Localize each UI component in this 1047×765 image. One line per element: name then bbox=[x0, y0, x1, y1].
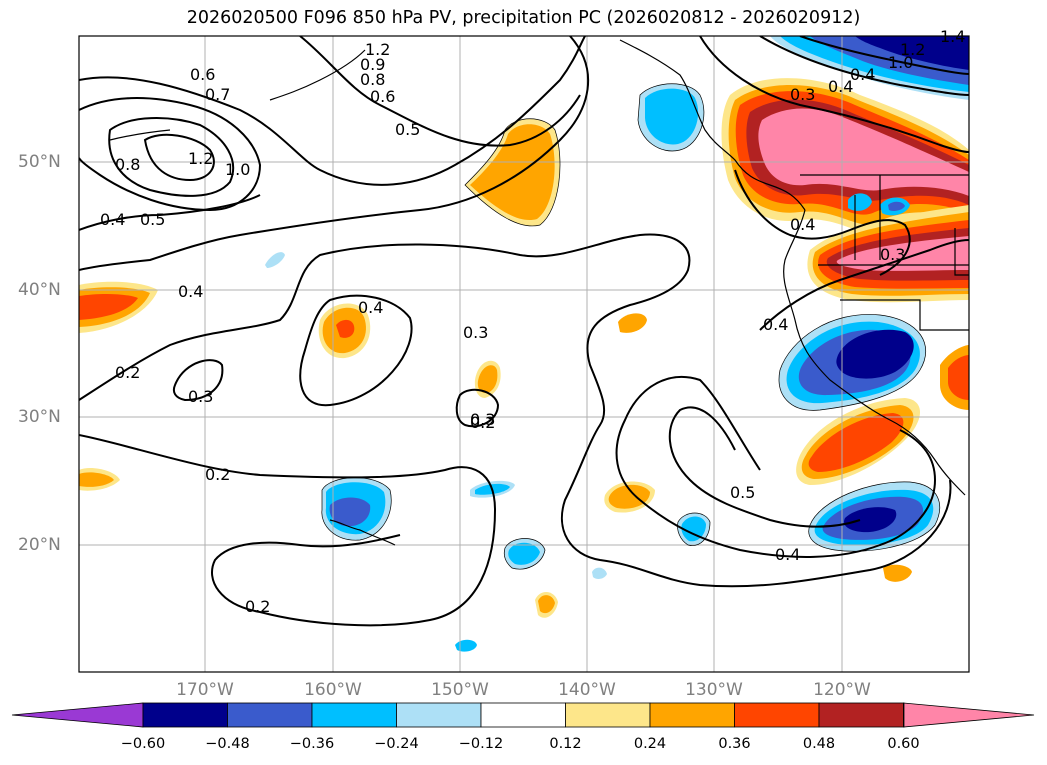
colorbar-bin bbox=[396, 702, 482, 728]
contour-label: 0.3 bbox=[188, 387, 213, 406]
contour-label: 0.4 bbox=[763, 315, 788, 334]
grid-lines bbox=[79, 36, 969, 672]
lat-label: 40°N bbox=[18, 280, 61, 300]
colorbar bbox=[11, 702, 1035, 728]
colorbar-tick-label: 0.36 bbox=[718, 736, 751, 752]
lat-label: 30°N bbox=[18, 407, 61, 427]
contour-label: 0.8 bbox=[360, 70, 385, 89]
contour-label: 1.4 bbox=[940, 27, 965, 46]
contour-label: 0.6 bbox=[190, 65, 215, 84]
contour-label: 0.5 bbox=[140, 210, 165, 229]
contour-label: 0.4 bbox=[358, 298, 383, 317]
colorbar-bin bbox=[480, 702, 566, 728]
contour-label: 1.2 bbox=[188, 149, 213, 168]
contour-label-layer: 0.6 0.7 0.8 1.2 1.0 0.4 0.5 1.2 0.9 0.8 … bbox=[100, 27, 965, 616]
contour-label: 0.2 bbox=[470, 413, 495, 432]
contour-label: 0.4 bbox=[790, 215, 815, 234]
colorbar-tick-label: −0.60 bbox=[120, 736, 166, 752]
colorbar-tick-label: −0.36 bbox=[289, 736, 335, 752]
colorbar-tick-label: 0.24 bbox=[633, 736, 667, 752]
lon-label: 130°W bbox=[685, 680, 743, 700]
coastlines bbox=[109, 39, 969, 546]
colorbar-tick-label: 0.48 bbox=[802, 736, 836, 752]
precip-outlines bbox=[321, 83, 940, 570]
contour-label: 0.3 bbox=[463, 323, 488, 342]
plot-frame bbox=[78, 35, 970, 673]
contour-label: 0.8 bbox=[115, 155, 140, 174]
contour-label: 0.2 bbox=[205, 465, 230, 484]
contour-label: 0.6 bbox=[370, 87, 395, 106]
colorbar-bin bbox=[565, 702, 651, 728]
contour-label: 0.2 bbox=[115, 363, 140, 382]
contour-label: 1.2 bbox=[365, 40, 390, 59]
contour-label: 0.4 bbox=[775, 545, 800, 564]
contour-label: 0.4 bbox=[100, 210, 125, 229]
contour-label: 0.4 bbox=[850, 65, 875, 84]
colorbar-bin bbox=[649, 702, 735, 728]
lon-label: 150°W bbox=[431, 680, 489, 700]
contour-label: 0.4 bbox=[828, 77, 853, 96]
colorbar-extend-high bbox=[903, 702, 1035, 728]
lat-label: 20°N bbox=[18, 535, 61, 555]
contour-label: 1.2 bbox=[900, 40, 925, 59]
lon-label: 170°W bbox=[176, 680, 234, 700]
pv-contours bbox=[79, 36, 969, 627]
contour-label: 0.3 bbox=[790, 85, 815, 104]
colorbar-tick-label: −0.48 bbox=[205, 736, 250, 752]
colorbar-tick-label: −0.24 bbox=[374, 736, 419, 752]
contour-label: 0.2 bbox=[245, 597, 270, 616]
contour-label: 0.5 bbox=[395, 120, 420, 139]
colorbar-tick-label: 0.12 bbox=[549, 736, 582, 752]
lon-label: 140°W bbox=[558, 680, 616, 700]
contour-label: 1.0 bbox=[225, 160, 250, 179]
contour-label: 0.3 bbox=[880, 245, 905, 264]
colorbar-tick-label: −0.12 bbox=[458, 736, 504, 752]
contour-label: 0.3 bbox=[470, 410, 495, 429]
contour-label: 0.9 bbox=[360, 55, 385, 74]
colorbar-extend-low bbox=[11, 702, 144, 728]
colorbar-bin bbox=[734, 702, 820, 728]
colorbar-bin bbox=[142, 702, 228, 728]
contour-label: 0.5 bbox=[730, 483, 755, 502]
lat-label: 50°N bbox=[18, 152, 61, 172]
colorbar-bin bbox=[311, 702, 397, 728]
lon-label: 120°W bbox=[813, 680, 871, 700]
contour-label: 0.4 bbox=[178, 282, 203, 301]
colorbar-bin bbox=[227, 702, 313, 728]
map-title: 2026020500 F096 850 hPa PV, precipitatio… bbox=[186, 8, 861, 28]
lon-label: 160°W bbox=[304, 680, 362, 700]
colorbar-tick-label: 0.60 bbox=[887, 736, 920, 752]
contour-label: 0.7 bbox=[205, 85, 230, 104]
contour-label: 1.0 bbox=[888, 53, 913, 72]
colorbar-bin bbox=[818, 702, 904, 728]
